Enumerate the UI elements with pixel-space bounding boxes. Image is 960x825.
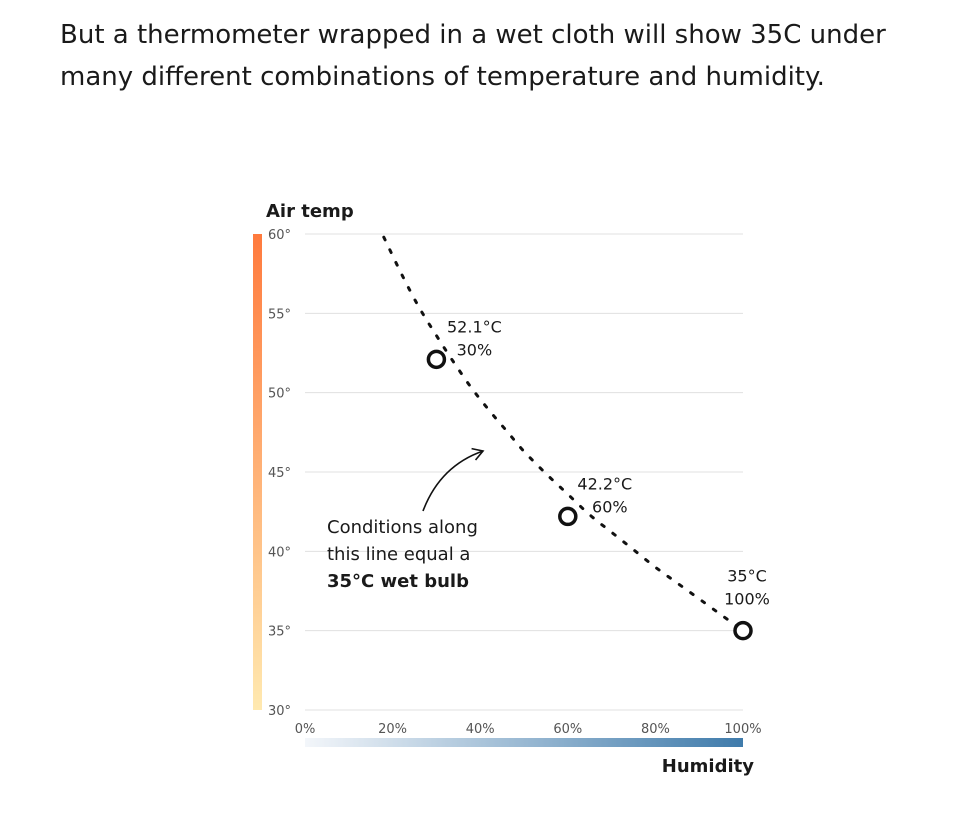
annotation-line-2: this line equal a — [327, 544, 470, 565]
intro-text: But a thermometer wrapped in a wet cloth… — [60, 20, 886, 92]
wet-bulb-35c-line — [382, 235, 745, 633]
y-tick-label: 50° — [268, 387, 291, 402]
point-humidity-label: 100% — [724, 590, 770, 609]
x-tick-label: 100% — [724, 722, 761, 737]
x-tick-label: 40% — [466, 722, 495, 737]
highlight-point-marker — [733, 620, 753, 641]
y-tick-label: 35° — [268, 625, 291, 640]
y-tick-label: 40° — [268, 545, 291, 560]
highlight-point-marker — [426, 349, 447, 370]
humidity-color-bar — [305, 738, 743, 747]
annotation-line-bold: 35°C wet bulb — [327, 571, 469, 592]
annotation-arrow — [422, 447, 485, 512]
point-temp-label: 42.2°C — [577, 474, 632, 493]
x-tick-label: 20% — [378, 722, 407, 737]
y-tick-label: 30° — [268, 704, 291, 719]
y-tick-label: 55° — [268, 307, 291, 322]
point-humidity-label: 60% — [592, 497, 628, 516]
highlighted-points: 52.1°C 30% 42.2°C 60% 35°C 100% — [426, 317, 770, 641]
x-tick-label: 80% — [641, 722, 670, 737]
gridlines — [305, 233, 743, 711]
point-humidity-label: 30% — [457, 340, 493, 359]
point-temp-label: 35°C — [727, 567, 767, 586]
annotation: Conditions along this line equal a 35°C … — [327, 447, 485, 592]
y-tick-label: 60° — [268, 228, 291, 243]
y-tick-label: 45° — [268, 466, 291, 481]
air-temp-color-bar — [253, 234, 262, 710]
x-axis-title: Humidity — [662, 756, 754, 777]
axis-ticks: 60° 55° 50° 45° 40° 35° 30° 0% 20% 40% 60% 80% 100% — [268, 228, 762, 737]
y-axis-title: Air temp — [266, 201, 354, 222]
x-tick-label: 60% — [553, 722, 582, 737]
point-temp-label: 52.1°C — [447, 317, 502, 336]
x-tick-label: 0% — [295, 722, 316, 737]
highlight-point-marker — [558, 506, 578, 527]
annotation-line-1: Conditions along — [327, 517, 478, 538]
